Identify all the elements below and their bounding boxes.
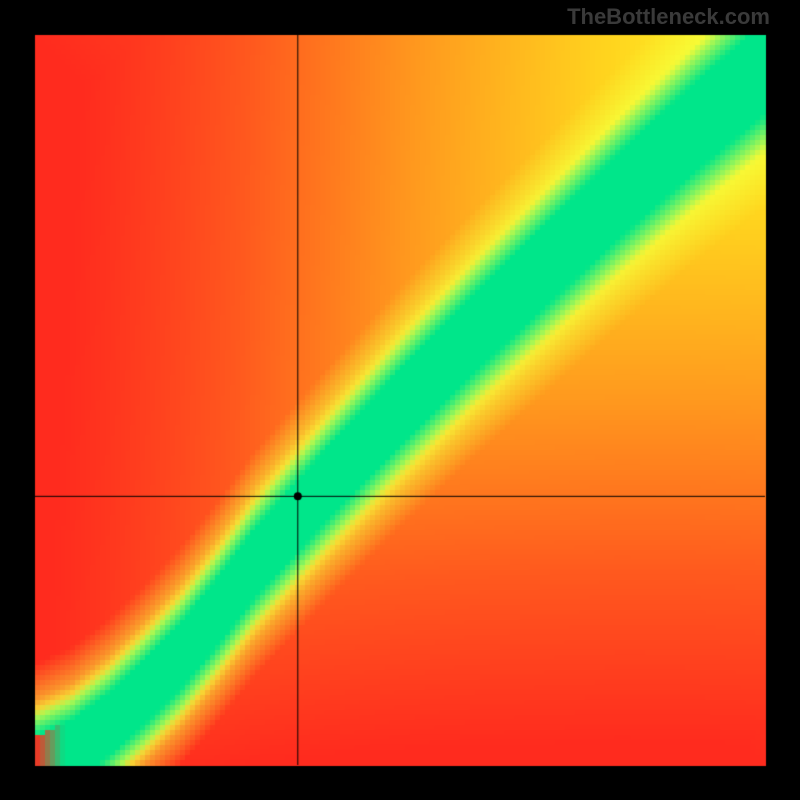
watermark: TheBottleneck.com	[567, 4, 770, 30]
heatmap-canvas	[0, 0, 800, 800]
chart-container: TheBottleneck.com	[0, 0, 800, 800]
